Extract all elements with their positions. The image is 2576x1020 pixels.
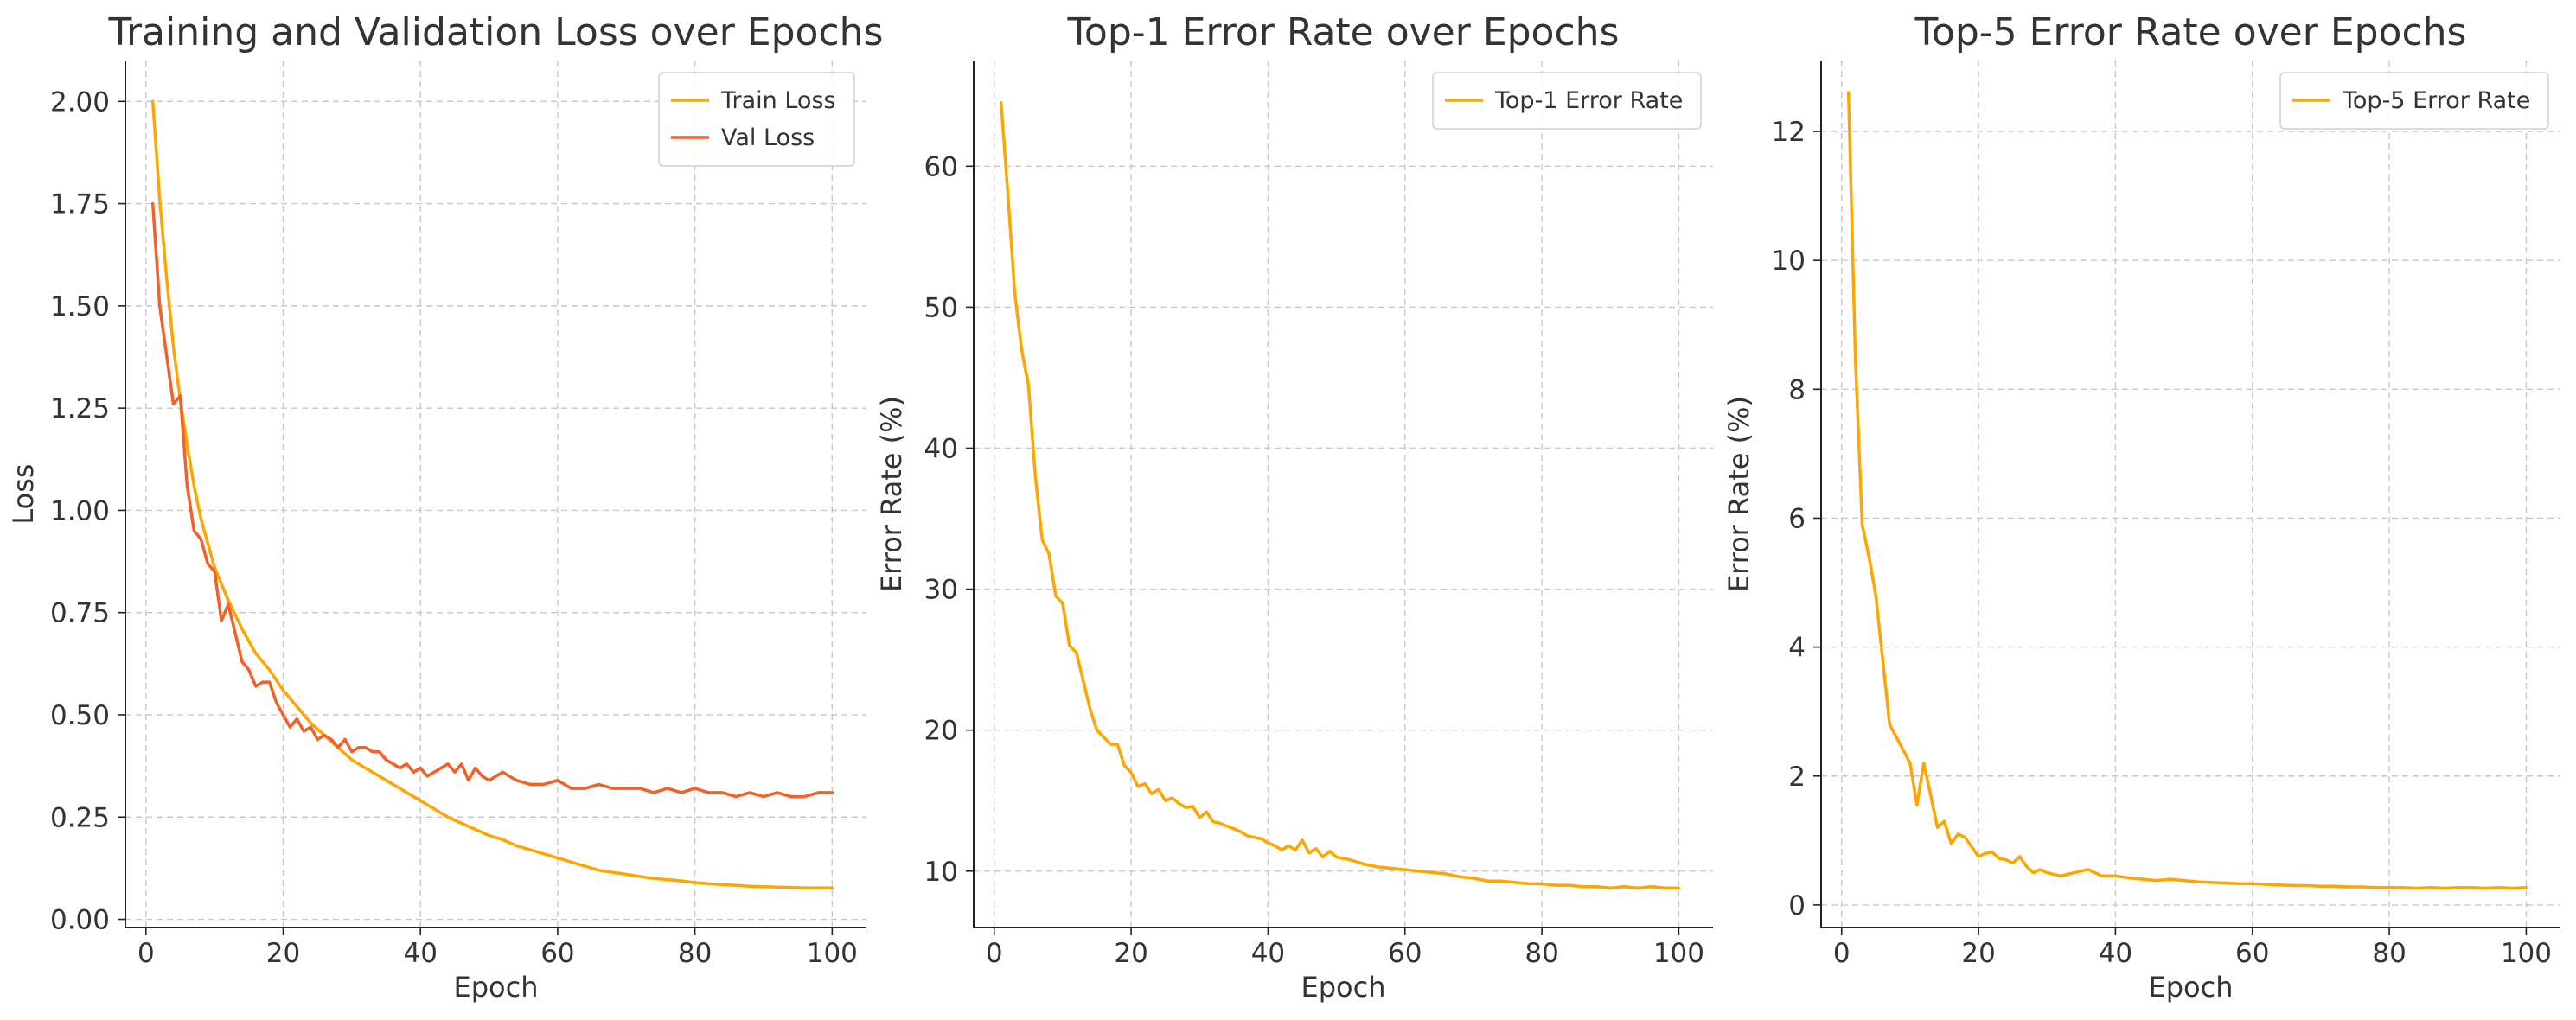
y-tick-label: 30 [924,575,958,606]
x-tick-label: 40 [1251,938,1285,969]
y-tick-label: 2.00 [50,86,110,118]
x-tick-label: 60 [1388,938,1422,969]
x-tick-label: 0 [1833,938,1851,969]
legend: Train Loss Val Loss [658,72,855,167]
y-tick-label: 8 [1788,374,1806,405]
legend-label: Val Loss [721,124,815,151]
legend: Top-1 Error Rate [1432,72,1702,130]
chart-1: 0 20 40 60 80 100 0.00 0.25 0.50 0.75 1.00 1.25 1.50… [7,10,883,1004]
x-tick-label: 20 [1961,938,1995,969]
y-tick-label: 12 [1772,117,1806,148]
y-tick-label: 0.50 [50,700,110,731]
y-tick-label: 1.50 [50,291,110,322]
gridlines [125,61,866,928]
series-line-train-loss [150,99,834,889]
x-tick-label: 0 [137,938,155,969]
y-tick-label: 40 [924,433,958,464]
y-tick-label: 2 [1788,762,1806,793]
x-tick-label: 100 [1653,938,1704,969]
x-tick-label: 80 [2372,938,2406,969]
x-tick-label: 20 [266,938,300,969]
x-axis-label: Epoch [2149,971,2234,1004]
y-tick-label: 1.75 [50,189,110,220]
y-tick-label: 0.75 [50,598,110,629]
y-tick-label: 6 [1788,503,1806,534]
y-tick-label: 0.25 [50,802,110,833]
y-tick-label: 1.00 [50,495,110,526]
series-line-val-loss [150,201,834,799]
x-tick-label: 20 [1114,938,1147,969]
y-tick-label: 10 [1772,245,1806,277]
x-axis-label: Epoch [1301,971,1386,1004]
x-tick-label: 100 [2501,938,2552,969]
x-tick-label: 100 [807,938,858,969]
x-tick-label: 80 [678,938,712,969]
y-axis-label: Error Rate (%) [1723,396,1755,592]
y-tick-label: 1.25 [50,393,110,424]
legend-label: Top-5 Error Rate [2342,87,2530,114]
chart-3: 0 20 40 60 80 100 0 2 4 6 8 10 12 Epoch Error Rate (%)… [1723,10,2560,1004]
y-axis-label: Error Rate (%) [875,396,908,592]
chart-title: Top-1 Error Rate over Epochs [1067,10,1620,54]
chart-title: Training and Validation Loss over Epochs [108,10,884,54]
x-tick-label: 40 [403,938,437,969]
x-tick-label: 40 [2099,938,2132,969]
gridlines [974,61,1713,928]
x-tick-label: 80 [1525,938,1558,969]
x-tick-label: 60 [540,938,574,969]
x-tick-label: 0 [986,938,1003,969]
legend-box [658,72,855,167]
x-tick-label: 60 [2235,938,2269,969]
series-line-top-5-error-rate [1846,91,2528,890]
y-tick-label: 0.00 [50,905,110,936]
y-tick-label: 4 [1788,633,1806,664]
y-tick-label: 20 [924,716,958,747]
legend: Top-5 Error Rate [2279,72,2549,130]
legend-box [2279,72,2549,130]
legend-label: Top-1 Error Rate [1494,87,1683,114]
y-tick-label: 10 [924,857,958,888]
y-axis-label: Loss [7,463,40,524]
legend-box [1432,72,1702,130]
x-axis-label: Epoch [454,971,539,1004]
y-tick-label: 0 [1788,890,1806,921]
legend-label: Train Loss [720,87,836,114]
y-tick-label: 60 [924,151,958,182]
chart-title: Top-5 Error Rate over Epochs [1914,10,2467,54]
y-tick-label: 50 [924,292,958,323]
series-line-top-1-error-rate [999,101,1681,890]
gridlines [1821,61,2560,928]
